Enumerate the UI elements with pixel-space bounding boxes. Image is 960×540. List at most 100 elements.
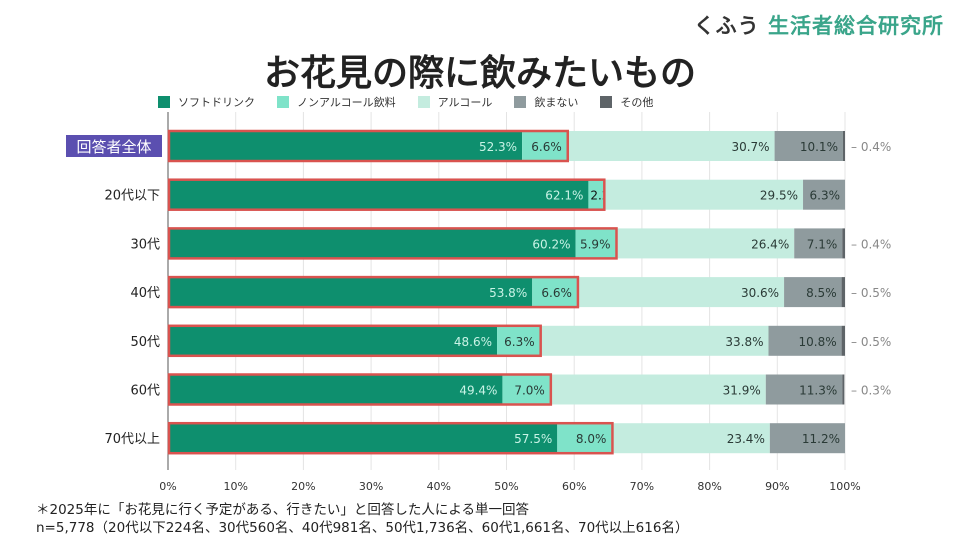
bar-segment [769,423,845,454]
bar-segment [841,277,845,308]
bar-segment [168,179,589,210]
data-label: – 0.5% [851,335,891,349]
highlight-label-bg [66,135,162,157]
data-label: 23.4% [727,432,765,446]
bar-segment [842,131,845,161]
x-tick-label: 0% [159,480,176,493]
data-label: 53.8% [489,286,527,300]
data-label: – 0.5% [851,286,891,300]
x-tick-label: 100% [829,480,860,493]
highlight-outline [167,227,618,260]
highlight-outline [167,129,570,163]
category-label: 40代 [130,286,160,301]
highlight-outline [167,324,542,358]
legend-label: 飲まない [534,96,579,109]
bar-segment [168,277,533,308]
data-label: 30.6% [741,286,779,300]
legend-label: ソフトドリンク [178,96,255,109]
bar-segment [522,131,567,161]
legend-label: その他 [620,96,654,109]
category-label: 70代以上 [104,432,160,447]
legend-swatch [514,96,527,108]
data-label: 8.0% [576,432,607,446]
data-label: 29.5% [760,189,798,203]
data-label: – 0.3% [851,384,891,398]
x-tick-label: 30% [359,480,383,493]
data-label: 49.4% [459,384,497,398]
highlight-outline [167,373,553,406]
legend-swatch [277,96,289,108]
category-label: 60代 [130,384,160,399]
bar-segment [532,277,577,308]
legend-item: ノンアルコール飲料 [277,94,396,110]
bar-segment [803,179,845,210]
bar-segment [615,228,795,259]
bar-segment [588,179,604,210]
bar-segment [539,325,769,356]
highlight-outline [167,421,614,455]
x-tick-label: 20% [291,480,315,493]
legend-item: その他 [600,94,653,110]
footnote: ＊2025年に「お花見に行く予定がある、行きたい」と回答した人による単一回答 [36,502,529,518]
data-label: 8.5% [806,286,837,300]
highlight-outline [167,275,580,309]
x-tick-label: 70% [630,480,654,493]
data-label: 7.1% [807,237,838,251]
bar-segment [168,423,558,454]
x-tick-label: 90% [765,480,789,493]
bar-segment [497,325,540,356]
sample-size-note: n=5,778（20代以下224名、30代560名、40代981名、50代1,7… [36,520,689,536]
x-tick-label: 40% [427,480,451,493]
category-label: 回答者全体 [76,138,151,156]
bar-segment [774,131,843,161]
legend-swatch [158,96,170,108]
legend-swatch [600,96,613,108]
bar-segment [168,374,503,405]
logo: くふう 生活者総合研究所 [693,14,944,38]
bar-segment [842,228,845,259]
bar-segment [784,277,842,308]
data-label: 26.4% [751,237,789,251]
bar-segment [168,325,498,356]
legend-swatch [417,96,430,108]
x-tick-label: 50% [494,480,518,493]
category-label: 30代 [130,237,160,252]
x-tick-label: 10% [223,480,247,493]
data-label: – 0.4% [851,140,891,154]
bar-segment [168,131,523,161]
bar-segment [576,277,785,308]
data-label: 60.2% [532,237,570,251]
chart-title: お花見の際に飲みたいもの [263,53,696,94]
bar-segment [168,228,576,259]
bar-segment [603,179,804,210]
legend-label: ノンアルコール飲料 [297,96,396,109]
category-label: 50代 [130,335,160,350]
category-label: 20代以下 [104,189,160,204]
data-label: 11.3% [799,384,837,398]
bar-segment [842,374,845,405]
data-label: 11.2% [802,432,840,446]
data-label: 10.8% [798,335,836,349]
legend: ソフトドリンク ノンアルコール飲料 アルコール 飲まない その他 [158,94,653,110]
bar-segment [502,374,550,405]
data-label: 30.7% [731,140,769,154]
data-label: 6.3% [810,189,841,203]
bar-segment [611,423,770,454]
x-tick-label: 60% [562,480,586,493]
data-label: 6.6% [541,286,572,300]
data-label: 48.6% [454,335,492,349]
data-label: 10.1% [800,140,838,154]
data-label: 33.8% [725,335,763,349]
bar-segment [549,374,766,405]
bar-segment [794,228,843,259]
data-label: 52.3% [479,140,517,154]
data-label: 57.5% [514,432,552,446]
data-label: 62.1% [545,189,583,203]
highlight-outline [167,178,606,211]
data-label: – 0.4% [851,237,891,251]
bar-segment [575,228,616,259]
bar-segment [768,325,842,356]
bar-segment [566,131,775,161]
data-label: 6.6% [531,140,562,154]
